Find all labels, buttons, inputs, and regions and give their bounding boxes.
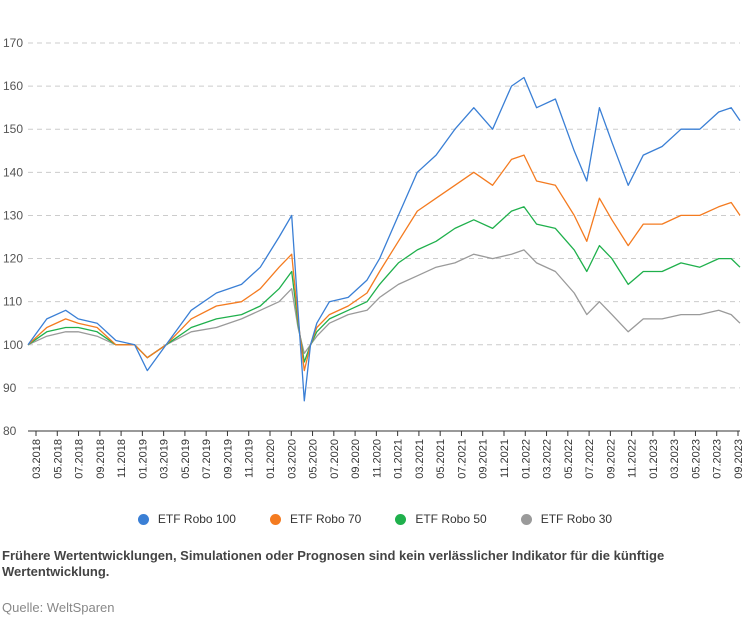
y-axis: 80 90 100 110 120 130 140 150 160 170 <box>3 36 23 438</box>
x-tick-label: 01.2023 <box>648 439 660 479</box>
legend-item-etf-robo-50[interactable]: ETF Robo 50 <box>395 512 487 526</box>
disclaimer-note: Frühere Wertentwicklungen, Simulationen … <box>2 548 665 579</box>
x-tick-label: 03.2019 <box>159 439 171 479</box>
x-tick-label: 07.2022 <box>584 439 596 479</box>
x-tick-label: 09.2020 <box>350 439 362 479</box>
series-line-etf-robo-50 <box>27 206 741 363</box>
x-tick-label: 03.2022 <box>542 439 554 479</box>
x-tick-label: 11.2019 <box>244 439 256 478</box>
x-axis: 03.2018 05.2018 07.2018 09.2018 11.2018 01.20… <box>31 431 745 479</box>
x-tick-label: 11.2022 <box>627 439 639 478</box>
legend-label: ETF Robo 100 <box>157 512 236 526</box>
x-tick-label: 09.2022 <box>605 439 617 479</box>
legend: ETF Robo 100 ETF Robo 70 ETF Robo 50 ETF… <box>0 512 750 526</box>
x-tick-label: 03.2021 <box>414 439 426 479</box>
x-tick-label: 11.2020 <box>371 439 383 478</box>
y-tick-label: 140 <box>3 165 23 179</box>
x-tick-label: 05.2022 <box>563 439 575 479</box>
y-tick-label: 170 <box>3 36 23 50</box>
grid-lines <box>28 42 740 389</box>
legend-item-etf-robo-100[interactable]: ETF Robo 100 <box>137 512 236 526</box>
x-tick-label: 07.2023 <box>712 439 724 479</box>
y-tick-label: 120 <box>3 252 23 266</box>
x-tick-label: 07.2018 <box>74 439 86 479</box>
legend-item-etf-robo-70[interactable]: ETF Robo 70 <box>269 512 362 526</box>
series-line-etf-robo-70 <box>27 154 741 372</box>
x-tick-label: 03.2023 <box>669 439 681 479</box>
y-tick-label: 130 <box>3 208 23 222</box>
source-label: Quelle: WeltSparen <box>2 600 115 615</box>
x-tick-label: 05.2019 <box>180 439 192 479</box>
x-tick-label: 11.2018 <box>116 439 128 478</box>
x-tick-label: 07.2019 <box>201 439 213 479</box>
x-tick-label: 03.2020 <box>286 439 298 479</box>
legend-label: ETF Robo 30 <box>540 512 613 526</box>
series-lines <box>27 76 741 402</box>
y-tick-label: 160 <box>3 79 23 93</box>
legend-dot-icon <box>520 513 532 525</box>
x-tick-label: 05.2018 <box>52 439 64 479</box>
x-tick-label: 05.2021 <box>435 439 447 479</box>
x-tick-label: 03.2018 <box>31 439 43 479</box>
series-line-etf-robo-30 <box>27 249 741 359</box>
x-tick-label: 07.2021 <box>456 439 468 479</box>
legend-item-etf-robo-30[interactable]: ETF Robo 30 <box>520 512 613 526</box>
x-tick-label: 01.2021 <box>393 439 405 479</box>
x-tick-label: 09.2023 <box>733 439 745 479</box>
y-tick-label: 90 <box>3 381 17 395</box>
x-tick-label: 09.2021 <box>478 439 490 479</box>
y-tick-label: 100 <box>3 338 23 352</box>
x-tick-label: 01.2022 <box>520 439 532 479</box>
x-tick-label: 07.2020 <box>329 439 341 479</box>
y-tick-label: 150 <box>3 122 23 136</box>
x-tick-label: 11.2021 <box>499 439 511 478</box>
x-tick-label: 09.2018 <box>95 439 107 479</box>
x-tick-label: 05.2020 <box>308 439 320 479</box>
legend-label: ETF Robo 70 <box>289 512 362 526</box>
legend-dot-icon <box>395 513 407 525</box>
x-tick-label: 01.2020 <box>265 439 277 479</box>
y-tick-label: 80 <box>3 424 17 438</box>
x-tick-label: 05.2023 <box>690 439 702 479</box>
series-line-etf-robo-100 <box>27 76 741 402</box>
legend-dot-icon <box>137 513 149 525</box>
line-chart: 80 90 100 110 120 130 140 150 160 170 03.2018 05.2… <box>3 36 745 479</box>
x-tick-label: 01.2019 <box>137 439 149 479</box>
y-tick-label: 110 <box>3 295 22 309</box>
legend-dot-icon <box>269 513 281 525</box>
legend-label: ETF Robo 50 <box>415 512 487 526</box>
x-tick-label: 09.2019 <box>222 439 234 479</box>
